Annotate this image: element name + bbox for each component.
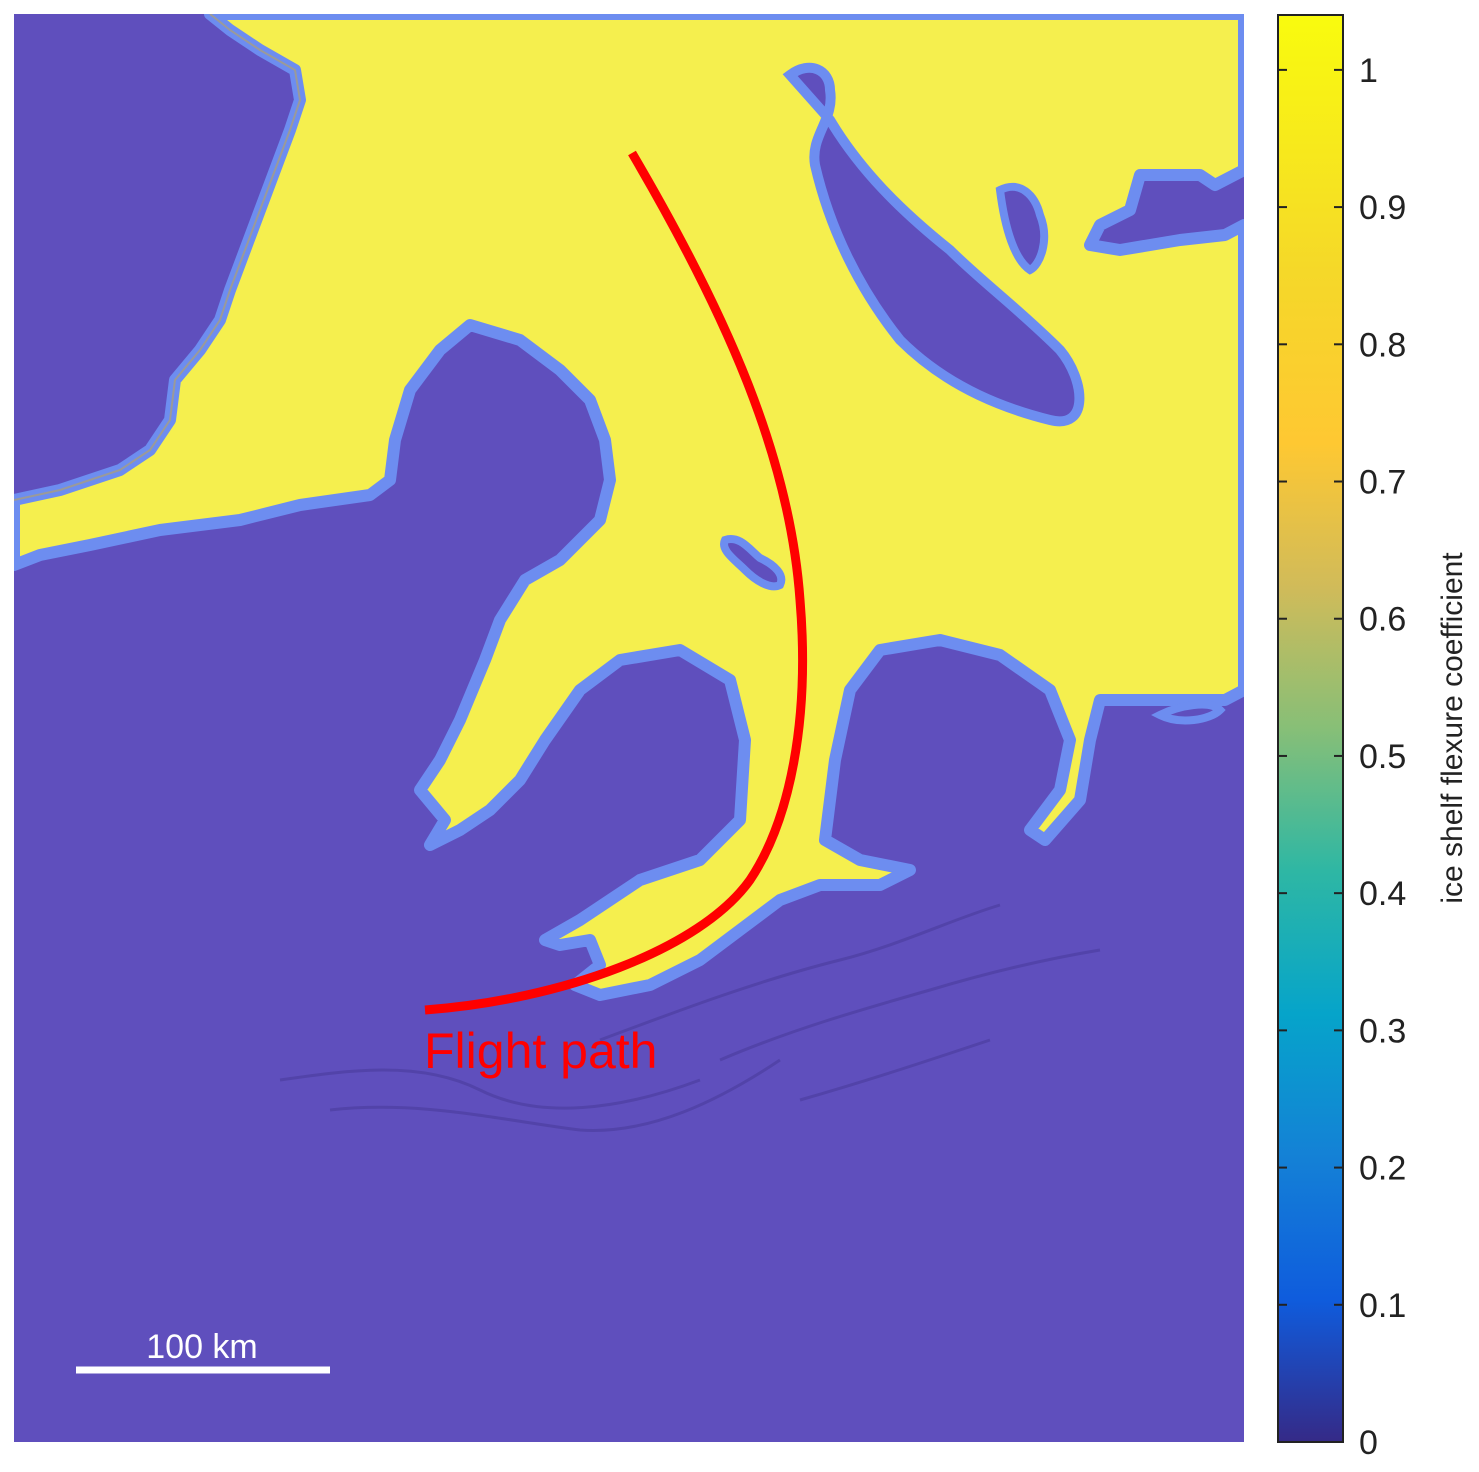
colorbar-tick-label: 0.7 xyxy=(1359,464,1406,502)
scale-bar-label: 100 km xyxy=(146,1328,258,1366)
colorbar-title: ice shelf flexure coefficient xyxy=(1436,552,1469,904)
colorbar-tick-label: 0.1 xyxy=(1359,1287,1406,1325)
flight-path-line xyxy=(424,150,808,1015)
colorbar-tick-label: 0 xyxy=(1359,1424,1378,1462)
colorbar-tick-label: 0.4 xyxy=(1359,875,1406,913)
ice-rise-island xyxy=(720,535,786,591)
colorbar-ticks: 0 0.1 0.2 0.3 0.4 0.5 0.6 0.7 0.8 0.9 1 xyxy=(1278,52,1406,1462)
colorbar-tick-label: 0.5 xyxy=(1359,738,1406,776)
grounding-line xyxy=(14,14,302,501)
colorbar-tick-label: 0.8 xyxy=(1359,326,1406,364)
colorbar-gradient xyxy=(1277,14,1344,1443)
colorbar-tick-label: 1 xyxy=(1359,52,1378,90)
flight-path-label: Flight path xyxy=(424,1023,657,1079)
ice-rise-large xyxy=(782,62,1085,427)
right-islands xyxy=(995,182,1049,275)
colorbar: 0 0.1 0.2 0.3 0.4 0.5 0.6 0.7 0.8 0.9 1 ice shelf … xyxy=(1277,14,1469,1462)
mountain-relief xyxy=(279,903,1101,1132)
colorbar-tick-label: 0.9 xyxy=(1359,189,1406,227)
colorbar-tick-label: 0.6 xyxy=(1359,601,1406,639)
colorbar-tick-label: 0.3 xyxy=(1359,1012,1406,1050)
colorbar-tick-label: 0.2 xyxy=(1359,1150,1406,1188)
right-island-east xyxy=(1151,700,1226,725)
